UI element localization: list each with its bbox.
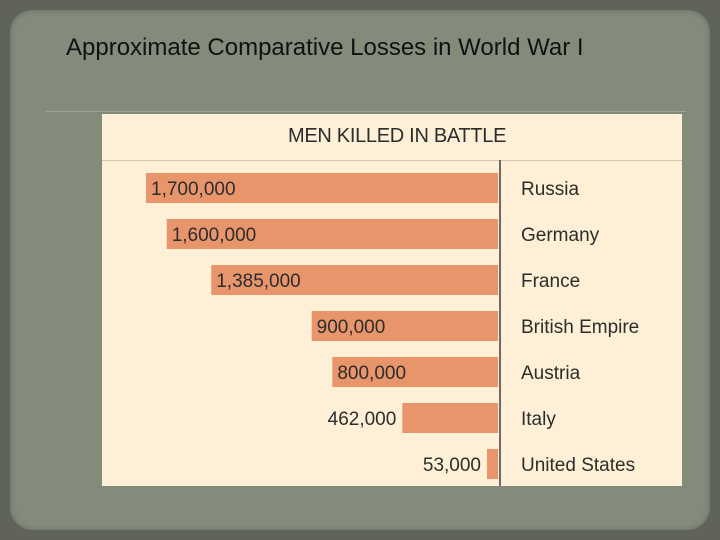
value-label: 1,600,000 <box>172 225 257 246</box>
chart-card: MEN KILLED IN BATTLE 1,700,000 Russia 1,60… <box>102 114 682 486</box>
value-label: 900,000 <box>317 317 386 338</box>
bar-united-states <box>487 449 498 479</box>
category-label: British Empire <box>521 317 639 338</box>
value-label: 1,385,000 <box>216 271 301 292</box>
value-label: 1,700,000 <box>151 179 236 200</box>
bar-italy <box>402 403 498 433</box>
value-label: 462,000 <box>328 409 397 430</box>
category-label: Russia <box>521 179 580 200</box>
title-divider <box>46 111 686 112</box>
chart-divider <box>499 160 501 486</box>
category-label: United States <box>521 455 635 476</box>
bar-france <box>211 265 499 295</box>
category-label: France <box>521 271 580 292</box>
category-label: Austria <box>521 363 581 384</box>
bar-russia <box>146 173 498 203</box>
slide-title: Approximate Comparative Losses in World … <box>66 34 584 61</box>
bar-austria <box>332 357 498 387</box>
category-label: Germany <box>521 225 600 246</box>
chart-title: MEN KILLED IN BATTLE <box>288 125 507 147</box>
value-label: 53,000 <box>423 455 481 476</box>
value-label: 800,000 <box>337 363 406 384</box>
chart-header: MEN KILLED IN BATTLE <box>102 114 682 161</box>
category-label: Italy <box>521 409 556 430</box>
bar-chart: 1,700,000 Russia 1,600,000 Germany 1,385,000… <box>146 173 639 479</box>
bar-british-empire <box>311 311 498 341</box>
bar-germany <box>166 219 498 249</box>
